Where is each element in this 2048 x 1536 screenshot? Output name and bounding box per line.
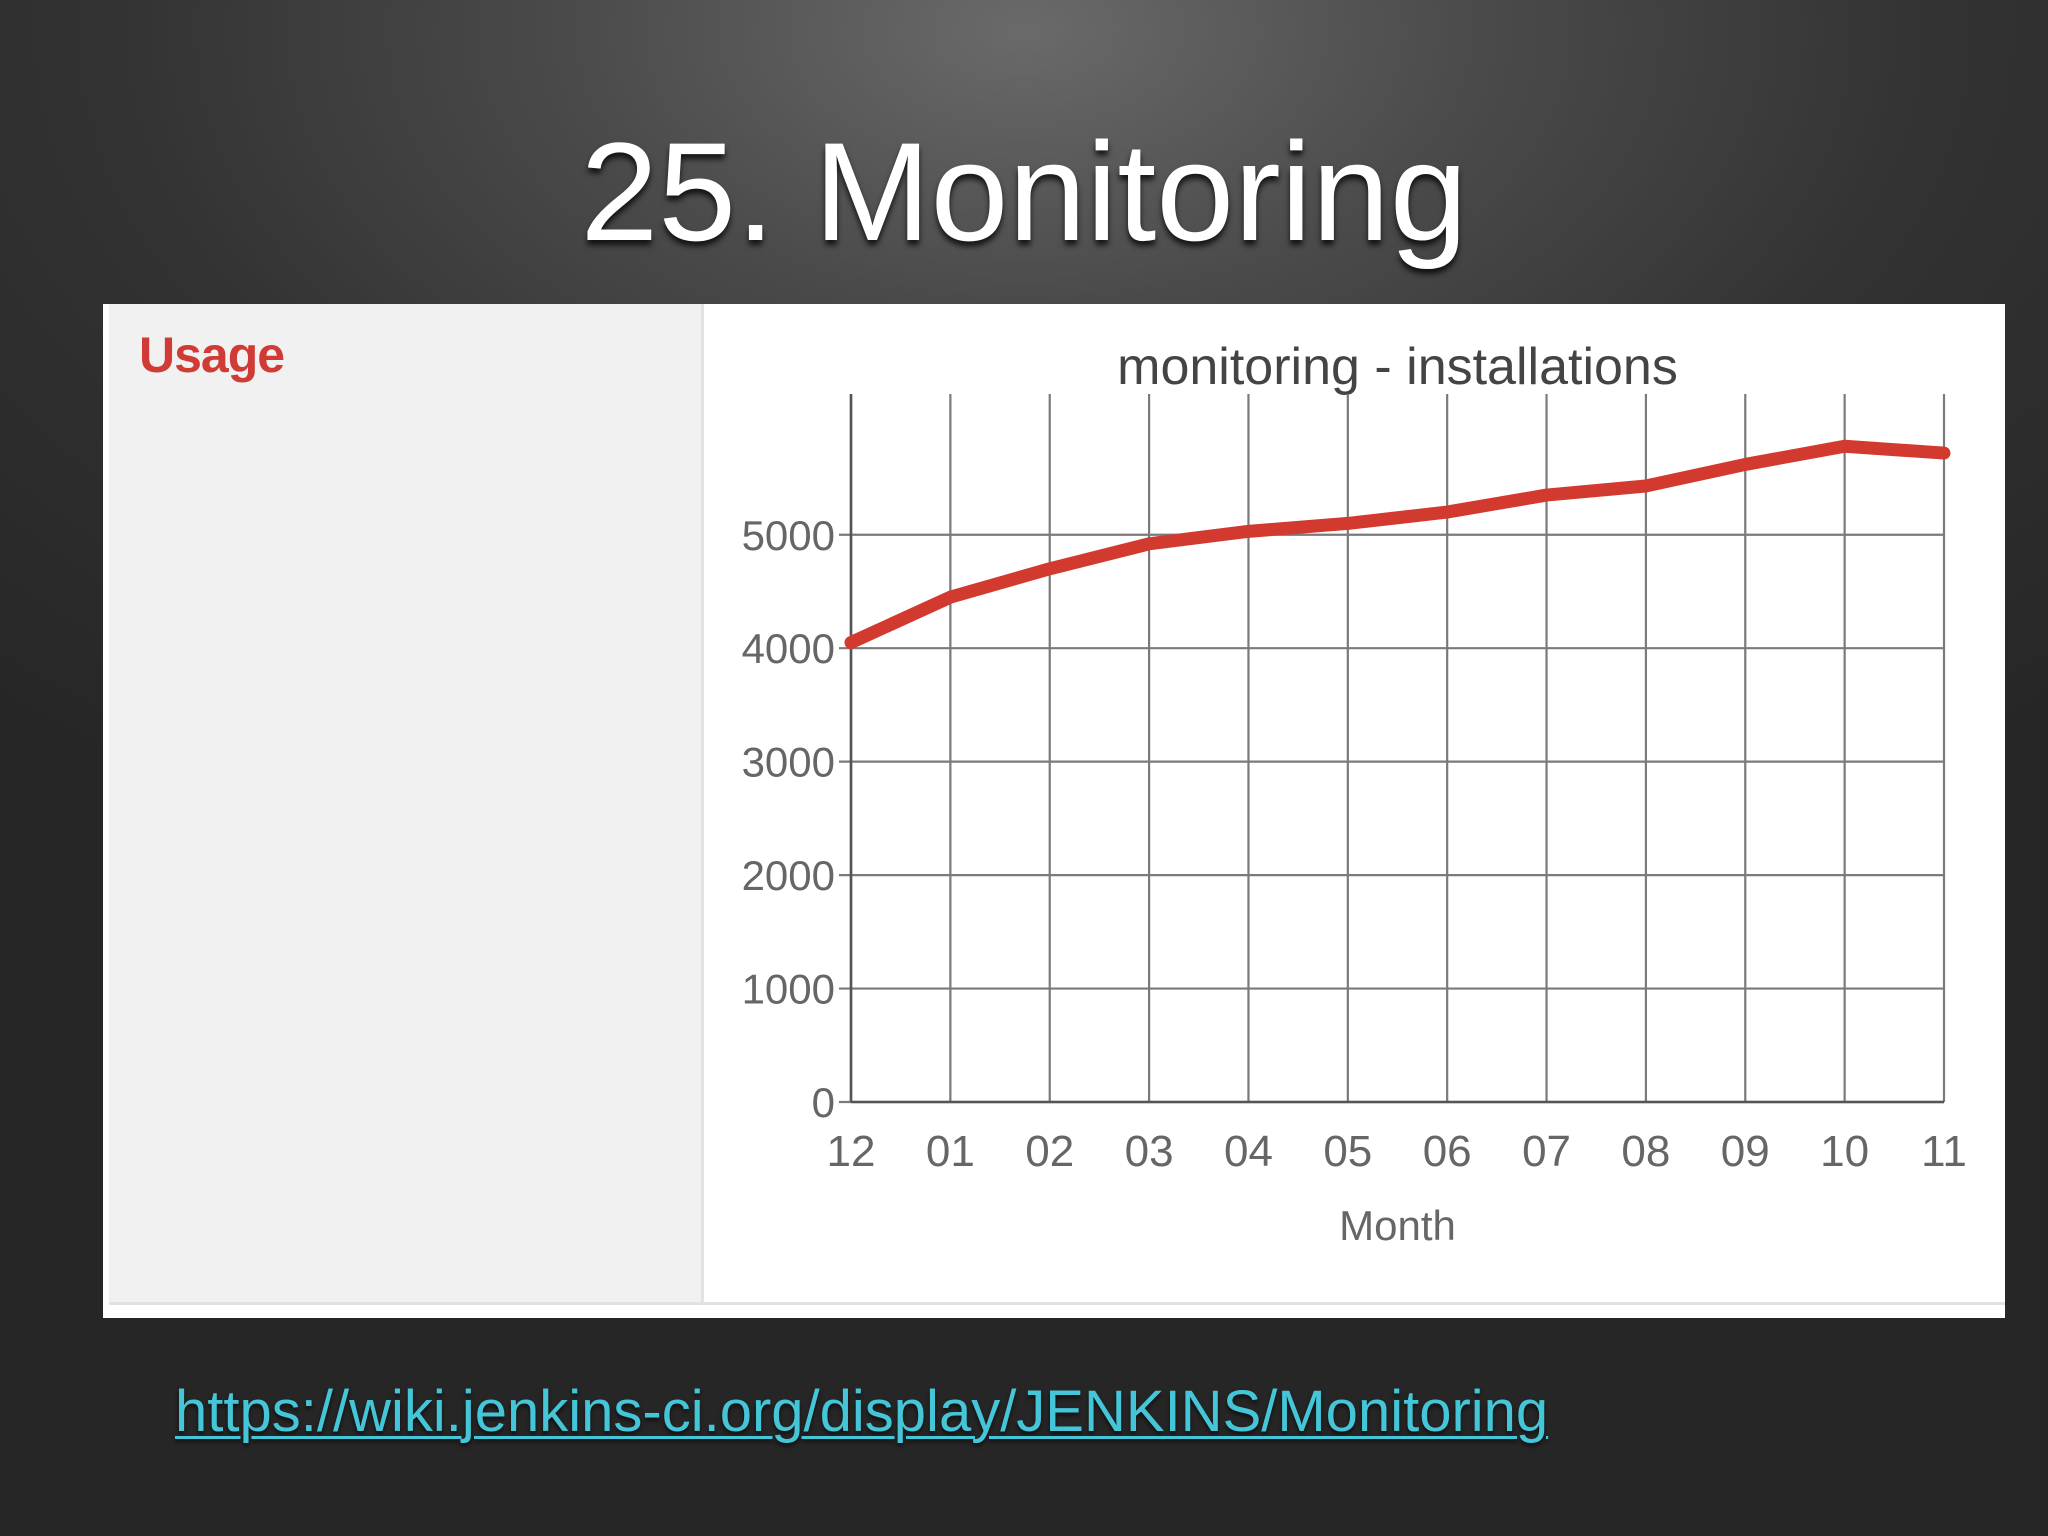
x-tick-label: 01 [926, 1127, 975, 1176]
y-tick-label: 1000 [742, 966, 835, 1013]
y-tick-label: 4000 [742, 625, 835, 672]
x-tick-label: 08 [1621, 1127, 1670, 1176]
x-tick-label: 12 [827, 1127, 876, 1176]
installations-series-line [844, 439, 1951, 650]
y-tick-label: 5000 [742, 512, 835, 559]
x-tick-label: 10 [1820, 1127, 1869, 1176]
x-tick-label: 06 [1423, 1127, 1472, 1176]
x-tick-label: 02 [1025, 1127, 1074, 1176]
x-tick-label: 04 [1224, 1127, 1273, 1176]
x-tick-label: 07 [1522, 1127, 1571, 1176]
x-tick-label: 05 [1323, 1127, 1372, 1176]
installations-chart: monitoring - installations 12 01 02 03 04 05 06… [742, 338, 1967, 1249]
x-tick-label: 03 [1125, 1127, 1174, 1176]
panel-divider [109, 1302, 2005, 1305]
x-axis-label: Month [1339, 1202, 1456, 1249]
x-tick-label: 09 [1721, 1127, 1770, 1176]
chart-title: monitoring - installations [1117, 338, 1678, 396]
usage-panel: Usage monitoring - installations 12 01 02 03… [103, 304, 2005, 1318]
y-tick-label: 0 [812, 1079, 835, 1126]
slide-title: 25. Monitoring [580, 113, 1468, 270]
source-link[interactable]: https://wiki.jenkins-ci.org/display/JENK… [175, 1379, 1549, 1444]
y-tick-label: 2000 [742, 852, 835, 899]
x-tick-label: 11 [1921, 1127, 1967, 1176]
usage-sidebar: Usage [109, 304, 704, 1302]
y-tick-label: 3000 [742, 739, 835, 786]
usage-heading: Usage [139, 327, 285, 383]
